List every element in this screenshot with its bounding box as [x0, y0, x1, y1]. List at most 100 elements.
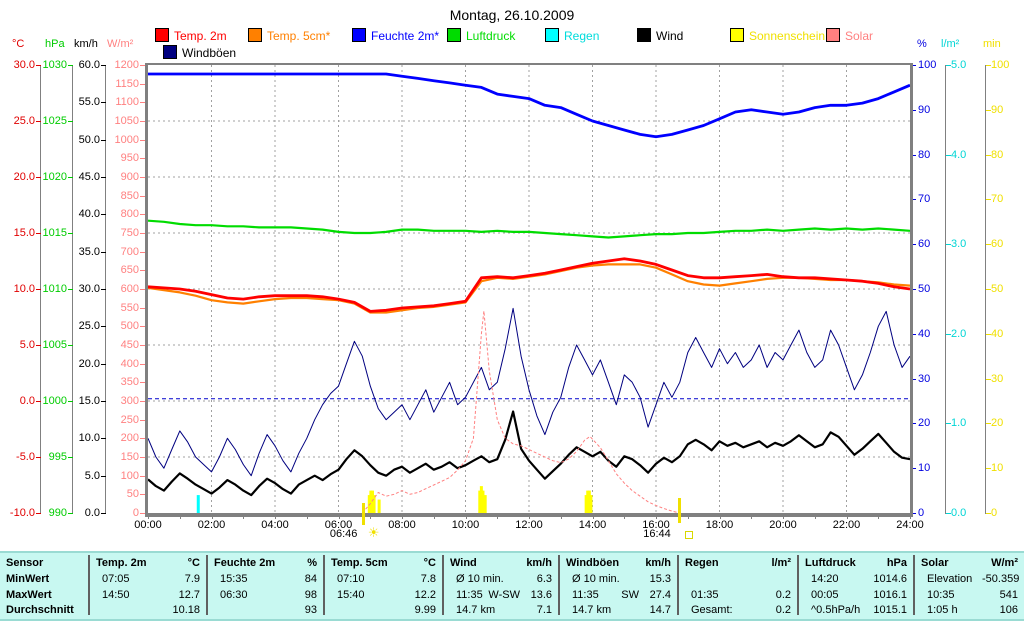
axis-tick-label-degC: 15.0	[13, 227, 35, 239]
axis-header-Wm2: W/m²	[107, 38, 134, 50]
table-cell-time: 06:30	[220, 589, 248, 601]
table-cell-value: 6.3	[536, 573, 552, 585]
axis-tick-label-min: 10	[991, 462, 1004, 475]
axis-tick-Wm2	[140, 419, 145, 421]
table-col-header: Wind	[450, 557, 477, 569]
legend-color-box	[248, 28, 262, 42]
axis-tick-label-Wm2: 100	[120, 469, 139, 482]
axis-tick-Wm2	[140, 214, 145, 216]
axis-tick-label-Wm2: 750	[120, 227, 139, 239]
axis-tick-label-kmh: 40.0	[78, 208, 100, 221]
axis-tick-Wm2	[140, 121, 145, 122]
x-axis-labels: 00:00 02:00 04:00 06:00 08:00 10:00 12:00 14:00…	[0, 515, 1024, 551]
axis-tick-label-Wm2: 50	[126, 488, 139, 501]
x-tick-label: 18:00	[705, 519, 734, 531]
sunshine-bar	[481, 490, 485, 513]
axis-tick-hPa	[68, 457, 73, 458]
axis-tick-pct	[911, 154, 916, 156]
table-cell-time: Ø 10 min.	[572, 573, 620, 585]
axis-tick-kmh	[101, 251, 106, 253]
sunshine-bar	[479, 486, 483, 513]
sunset-time: 16:44	[643, 528, 671, 540]
sunshine-bar	[369, 490, 373, 513]
axis-tick-pct	[911, 423, 916, 425]
axis-tick-label-pct: 30	[918, 372, 931, 385]
table-col-header: Temp. 5cm	[331, 557, 388, 569]
axis-tick-kmh	[101, 214, 106, 216]
axis-tick-label-lm2: 3.0	[951, 238, 967, 251]
axis-tick-Wm2	[140, 494, 145, 496]
axis-tick-label-min: 90	[991, 103, 1004, 116]
legend-label: Regen	[564, 29, 600, 43]
sunshine-bar	[584, 495, 588, 513]
table-cell-value: 93	[304, 604, 317, 616]
x-hour-tick	[433, 515, 435, 519]
axis-tick-pct	[911, 378, 916, 380]
axis-tick-min	[986, 199, 991, 201]
sunshine-bar	[587, 490, 591, 513]
table-col-header: Regen	[685, 557, 719, 569]
axis-tick-lm2	[946, 65, 951, 66]
x-hour-tick	[687, 515, 689, 519]
axis-header-lm2: l/m²	[941, 38, 960, 50]
legend-label: Windböen	[182, 46, 237, 60]
x-hour-tick	[656, 515, 657, 519]
x-tick-label: 20:00	[769, 519, 797, 531]
axis-tick-min	[986, 65, 991, 66]
axis-tick-Wm2	[140, 233, 145, 234]
table-cell-value: 10.18	[172, 604, 200, 616]
axis-tick-label-lm2: 5.0	[951, 59, 967, 71]
axis-tick-label-kmh: 50.0	[78, 133, 100, 146]
axis-tick-label-pct: 50	[918, 283, 931, 295]
axis-tick-hPa	[68, 233, 73, 234]
axis-tick-label-hPa: 1025	[42, 115, 67, 127]
x-tick-label: 24:00	[896, 519, 924, 531]
axis-tick-label-Wm2: 1200	[114, 59, 139, 71]
axis-tick-label-hPa: 1030	[42, 59, 67, 71]
page-title: Montag, 26.10.2009	[449, 7, 575, 23]
axis-tick-Wm2	[140, 438, 145, 440]
legend-item-wind: Wind	[637, 28, 683, 43]
axis-tick-degC	[36, 513, 41, 514]
axis-tick-label-hPa: 1015	[42, 227, 67, 239]
axis-tick-label-kmh: 20.0	[78, 357, 100, 370]
axis-tick-label-pct: 100	[918, 59, 937, 71]
table-cell-value: 1015.1	[873, 604, 907, 616]
table-col-header: Luftdruck	[805, 557, 856, 569]
axis-tick-label-degC: 30.0	[13, 59, 35, 71]
axis-tick-label-min: 100	[991, 59, 1010, 71]
axis-tick-lm2	[946, 333, 951, 335]
legend-label: Sonnenschein	[749, 29, 826, 43]
legend-color-box	[163, 45, 177, 59]
legend-item-windb-en: Windböen	[163, 45, 237, 60]
axis-tick-Wm2	[140, 251, 145, 253]
legend-label: Temp. 5cm*	[267, 29, 331, 43]
legend-label: Feuchte 2m*	[371, 29, 440, 43]
table-cell-value: 13.6	[530, 589, 552, 601]
axis-header-kmh: km/h	[74, 38, 98, 50]
axis-tick-label-Wm2: 700	[120, 245, 139, 258]
axis-tick-label-min: 30	[991, 372, 1004, 385]
axis-tick-pct	[911, 109, 916, 111]
axis-tick-min	[986, 378, 991, 380]
sunset-tick	[678, 498, 682, 523]
axis-tick-label-hPa: 1005	[42, 339, 67, 351]
rain-bar	[196, 495, 200, 513]
table-cell-value: 14.7	[649, 604, 671, 616]
x-hour-tick	[402, 515, 403, 519]
axis-tick-label-degC: 0.0	[19, 395, 35, 407]
x-hour-tick	[846, 515, 848, 519]
table-cell-value: 106	[999, 604, 1018, 616]
table-col-header: Windböen	[566, 557, 620, 569]
axis-tick-kmh	[101, 475, 106, 477]
table-col-header: Temp. 2m	[96, 557, 147, 569]
axis-tick-label-Wm2: 600	[120, 283, 139, 295]
axis-tick-lm2	[946, 154, 951, 156]
x-tick-label: 14:00	[578, 519, 607, 531]
x-hour-tick	[560, 515, 562, 519]
x-tick-label: 22:00	[832, 519, 861, 531]
x-tick-label: 00:00	[134, 519, 162, 531]
axis-tick-label-lm2: 2.0	[951, 327, 967, 340]
axis-tick-label-kmh: 55.0	[78, 96, 100, 109]
x-tick-label: 16:00	[642, 519, 670, 531]
